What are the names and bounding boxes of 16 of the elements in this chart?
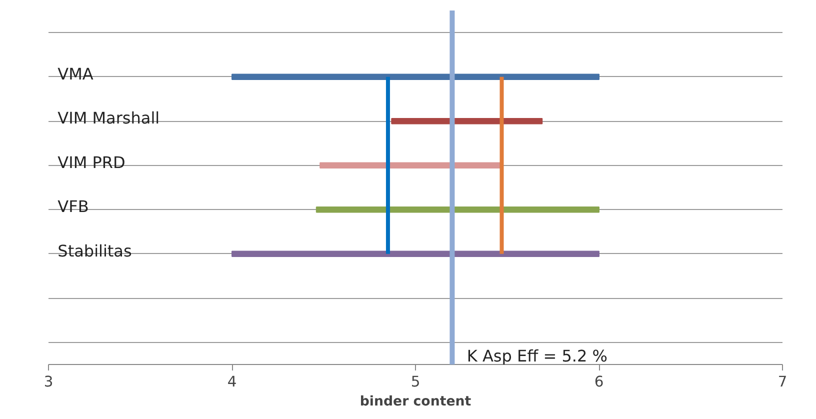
x-tick-label: 3 bbox=[44, 374, 54, 390]
y-tick-label: VIM Marshall bbox=[58, 108, 160, 128]
ref-line-label: K Asp Eff = 5.2 % bbox=[466, 346, 608, 366]
y-tick-label: VFB bbox=[58, 197, 89, 216]
bar bbox=[391, 118, 543, 124]
bar bbox=[232, 74, 600, 80]
x-axis-title: binder content bbox=[360, 394, 472, 410]
x-tick-label: 4 bbox=[227, 374, 237, 390]
x-tick-label: 6 bbox=[594, 374, 604, 390]
y-tick-label: VMA bbox=[58, 64, 94, 84]
x-tick-label: 5 bbox=[410, 374, 420, 390]
bar bbox=[232, 250, 600, 258]
x-tick-label: 7 bbox=[778, 374, 788, 390]
y-tick-label: VIM PRD bbox=[58, 152, 126, 172]
bar bbox=[316, 206, 600, 213]
y-tick-label: Stabilitas bbox=[58, 241, 132, 260]
